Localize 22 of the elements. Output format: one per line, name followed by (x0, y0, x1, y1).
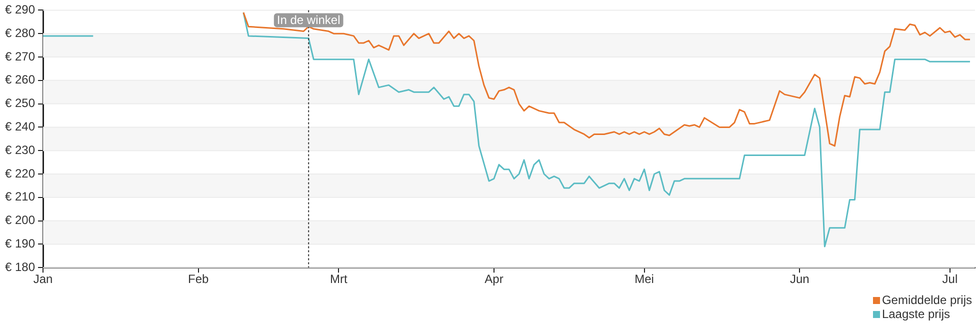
legend-label: Gemiddelde prijs (882, 293, 972, 307)
y-tick-label: € 290 (5, 2, 36, 17)
x-tick-label: Mrt (330, 272, 348, 286)
y-tick-label: € 180 (5, 260, 36, 274)
y-tick-label: € 260 (5, 72, 36, 87)
y-tick-label: € 270 (5, 49, 36, 64)
y-tick-label: € 220 (5, 166, 36, 180)
x-tick-label: Mei (634, 272, 654, 286)
y-tick-label: € 250 (5, 96, 36, 110)
legend-label: Laagste prijs (882, 307, 950, 321)
x-tick-label: Jan (33, 272, 53, 286)
y-tick-label: € 280 (5, 26, 36, 40)
y-tick-label: € 190 (5, 236, 36, 251)
x-tick-label: Feb (188, 272, 210, 286)
ref-line-label: In de winkel (276, 13, 340, 28)
y-tick-label: € 200 (5, 213, 36, 228)
y-tick-label: € 240 (5, 120, 36, 134)
x-tick-label: Apr (484, 272, 504, 286)
x-tick-label: Jun (790, 272, 810, 286)
y-tick-label: € 210 (5, 190, 36, 204)
x-tick-label: Jul (942, 272, 958, 286)
y-tick-label: € 230 (5, 142, 36, 157)
